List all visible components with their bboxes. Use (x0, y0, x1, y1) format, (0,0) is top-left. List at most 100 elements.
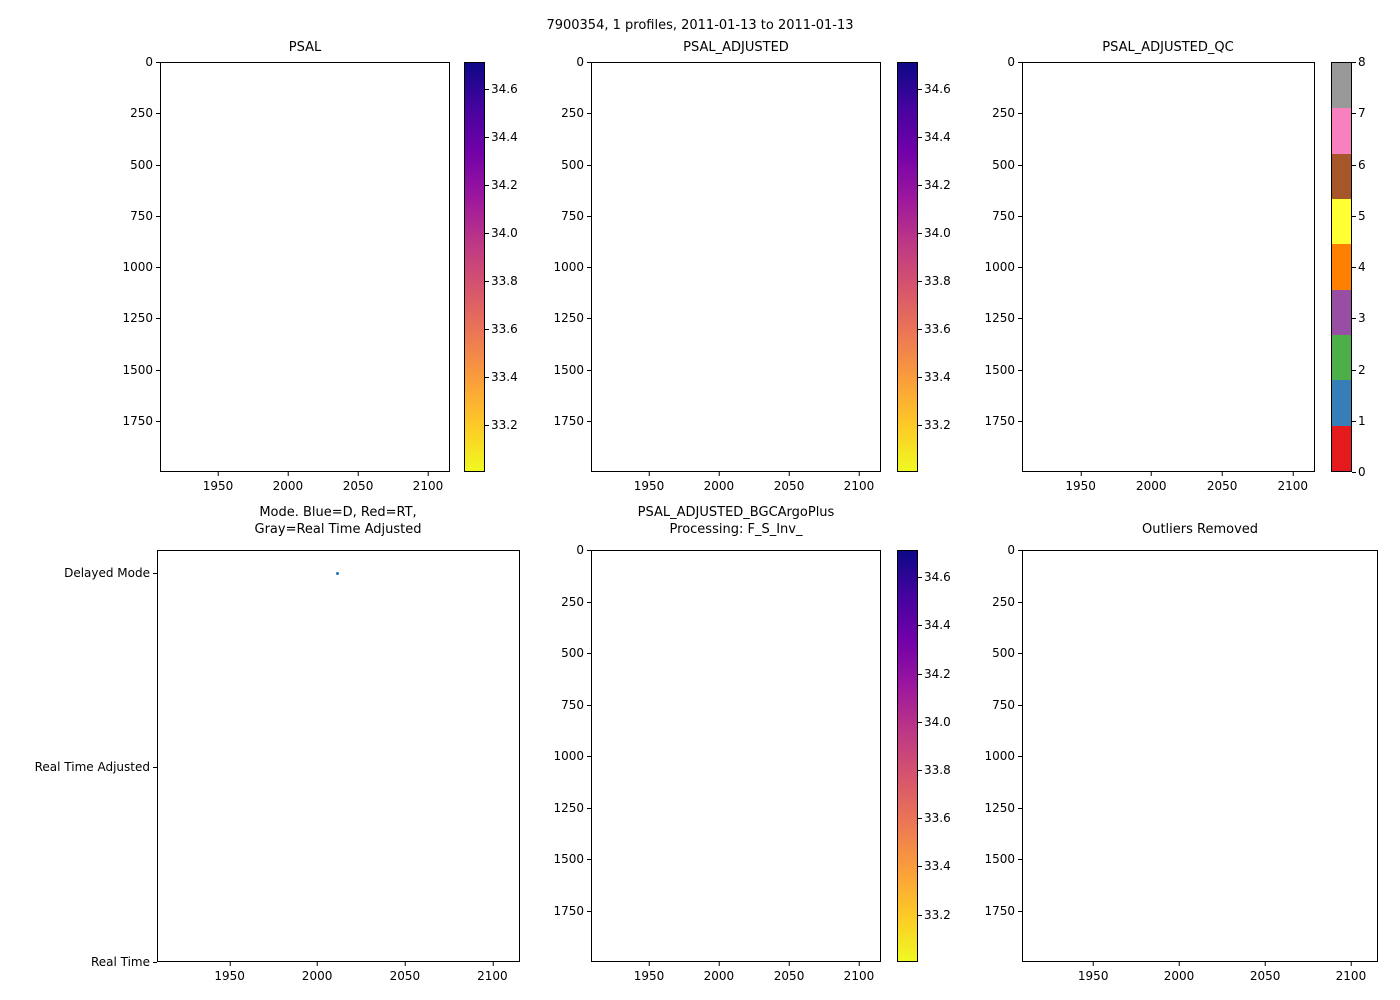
bgc-title-line2: Processing: F_S_Inv_ (669, 522, 803, 537)
bgc-colorbar (897, 550, 918, 962)
x-tick-label: 2000 (1135, 472, 1167, 493)
colorbar-tick-label: 34.2 (918, 666, 951, 681)
mode-axes (157, 550, 520, 962)
colorbar-tick-label: 34.2 (918, 178, 951, 192)
bgc-title-line1: PSAL_ADJUSTED_BGCArgoPlus (637, 505, 835, 520)
qc-color-0 (1332, 425, 1351, 471)
qc-color-1 (1332, 380, 1351, 426)
colorbar-tick-label: 33.4 (918, 369, 951, 384)
y-tick-label: 1000 (984, 260, 1022, 274)
y-tick-label: 750 (561, 208, 591, 223)
psal-colorbar-ticks: 34.6 34.4 34.2 34.0 33.8 33.6 33.4 33.2 (485, 62, 529, 472)
psal-adjusted-colorbar-ticks: 34.6 34.4 34.2 34.0 33.8 33.6 33.4 33.2 (918, 62, 962, 472)
y-tick-label: 250 (992, 594, 1022, 609)
x-tick-label: 1950 (633, 472, 665, 493)
psal-adjusted-x-axis: 1950 2000 2050 2100 (591, 472, 881, 496)
mode-title-line1: Mode. Blue=D, Red=RT, (259, 505, 417, 520)
bgc-y-axis: 0 250 500 750 1000 1250 1500 1750 (547, 543, 591, 962)
x-tick-label: 2000 (703, 472, 735, 493)
bgc-x-axis: 1950 2000 2050 2100 (591, 962, 881, 986)
colorbar-tick-label: 34.2 (485, 178, 518, 192)
x-tick-label: 2050 (773, 962, 805, 983)
y-tick-label: 250 (992, 106, 1022, 121)
mode-category-label: Real Time (90, 955, 158, 969)
x-tick-label: 2100 (1335, 962, 1367, 983)
psal-adjusted-title: PSAL_ADJUSTED (683, 40, 789, 55)
bgc-axes (591, 550, 881, 962)
psal-title: PSAL (288, 40, 322, 55)
psal-adjusted-axes (591, 62, 881, 472)
y-tick-label: 1750 (122, 413, 160, 428)
outliers-x-axis: 1950 2000 2050 2100 (1022, 962, 1378, 986)
qc-colorbar (1331, 62, 1352, 472)
y-tick-label: 0 (145, 55, 160, 69)
colorbar-tick-label: 33.6 (918, 811, 951, 826)
y-tick-label: 500 (992, 157, 1022, 172)
mode-category-label: Real Time Adjusted (34, 760, 158, 775)
qc-color-4 (1332, 244, 1351, 290)
y-tick-label: 1250 (122, 311, 160, 326)
y-tick-label: 0 (576, 543, 591, 557)
colorbar-tick-label: 33.4 (485, 369, 518, 384)
x-tick-label: 2100 (1277, 472, 1308, 493)
mode-x-axis: 1950 2000 2050 2100 (157, 962, 520, 986)
x-tick-label: 2000 (272, 472, 304, 493)
qc-color-2 (1332, 334, 1351, 381)
x-tick-label: 2050 (342, 472, 374, 493)
figure-title: 7900354, 1 profiles, 2011-01-13 to 2011-… (546, 18, 854, 33)
y-tick-label: 250 (561, 106, 591, 121)
colorbar-tick-label: 33.6 (918, 321, 951, 336)
colorbar-tick-label: 6 (1352, 157, 1366, 172)
colorbar-tick-label: 33.8 (918, 763, 951, 777)
y-tick-label: 1000 (984, 749, 1022, 763)
colorbar-tick-label: 33.6 (485, 321, 518, 336)
x-tick-label: 2050 (1249, 962, 1281, 983)
x-tick-label: 2100 (477, 962, 508, 983)
psal-x-axis: 1950 2000 2050 2100 (160, 472, 450, 496)
y-tick-label: 750 (992, 208, 1022, 223)
y-tick-label: 1500 (984, 852, 1022, 866)
bgc-colorbar-ticks: 34.6 34.4 34.2 34.0 33.8 33.6 33.4 33.2 (918, 550, 962, 962)
colorbar-tick-label: 4 (1352, 260, 1366, 274)
qc-colorbar-ticks: 8 7 6 5 4 3 2 1 0 (1352, 55, 1396, 479)
colorbar-tick-label: 34.6 (918, 82, 951, 97)
psal-adjusted-colorbar (897, 62, 918, 472)
outliers-y-axis: 0 250 500 750 1000 1250 1500 1750 (978, 543, 1022, 962)
colorbar-tick-label: 33.8 (918, 273, 951, 288)
psal-adjusted-y-axis: 0 250 500 750 1000 1250 1500 1750 (547, 55, 591, 472)
y-tick-label: 1250 (984, 311, 1022, 326)
delayed-mode-data-point (336, 572, 339, 575)
x-tick-label: 1950 (214, 962, 245, 983)
y-tick-label: 500 (561, 646, 591, 660)
colorbar-tick-label: 33.2 (918, 417, 951, 432)
colorbar-tick-label: 34.6 (918, 570, 951, 585)
colorbar-tick-label: 33.2 (918, 907, 951, 922)
psal-axes (160, 62, 450, 472)
qc-color-7 (1332, 108, 1351, 154)
qc-color-3 (1332, 289, 1351, 335)
y-tick-label: 750 (561, 697, 591, 712)
mode-title-line2: Gray=Real Time Adjusted (254, 522, 422, 537)
qc-color-8 (1332, 63, 1351, 109)
colorbar-tick-label: 34.0 (485, 225, 518, 240)
y-tick-label: 1000 (553, 749, 591, 763)
psal-adjusted-qc-x-axis: 1950 2000 2050 2100 (1022, 472, 1315, 496)
psal-adjusted-qc-title: PSAL_ADJUSTED_QC (1102, 40, 1234, 55)
x-tick-label: 2100 (412, 472, 444, 493)
y-tick-label: 0 (1007, 55, 1022, 69)
colorbar-tick-label: 34.4 (918, 618, 951, 633)
x-tick-label: 1950 (1065, 472, 1096, 493)
y-tick-label: 1000 (122, 260, 160, 274)
psal-colorbar (464, 62, 485, 472)
x-tick-label: 2000 (301, 962, 333, 983)
y-tick-label: 1750 (553, 903, 591, 918)
qc-color-5 (1332, 198, 1351, 245)
y-tick-label: 500 (992, 646, 1022, 660)
colorbar-tick-label: 34.4 (485, 130, 518, 145)
colorbar-tick-label: 7 (1352, 106, 1366, 121)
y-tick-label: 1750 (984, 903, 1022, 918)
colorbar-tick-label: 34.4 (918, 130, 951, 145)
y-tick-label: 1750 (984, 413, 1022, 428)
mode-y-axis: Delayed Mode Real Time Adjusted Real Time (17, 550, 158, 969)
colorbar-tick-label: 1 (1352, 413, 1366, 428)
